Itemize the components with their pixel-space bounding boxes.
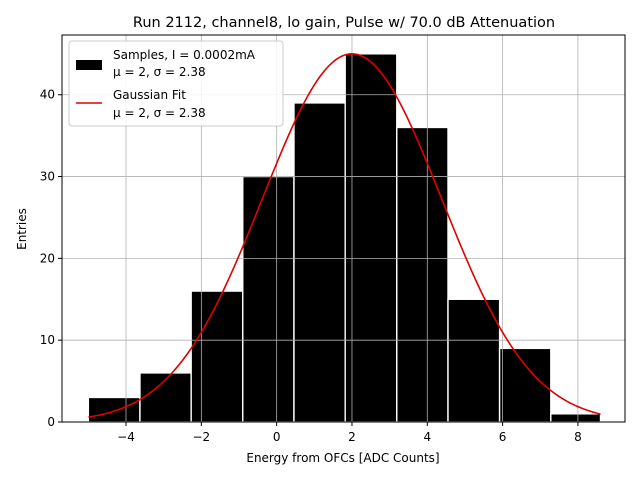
histogram-bar: [396, 126, 449, 423]
x-tick-label: 8: [574, 430, 582, 444]
x-tick-label: 6: [499, 430, 507, 444]
gaussian-fit-curve: [88, 53, 601, 418]
x-tick-label: 2: [348, 430, 356, 444]
legend: Samples, I = 0.0002mA μ = 2, σ = 2.38 Ga…: [68, 40, 284, 127]
y-axis-label: Entries: [15, 208, 29, 250]
legend-frame: [68, 40, 284, 127]
y-tick-label: 20: [40, 251, 55, 265]
x-axis-label: Energy from OFCs [ADC Counts]: [246, 451, 439, 465]
legend-samples-label: Samples, I = 0.0002mA: [113, 48, 256, 62]
histogram-bar: [139, 372, 192, 423]
chart-title: Run 2112, channel8, lo gain, Pulse w/ 70…: [133, 15, 555, 31]
histogram-bar: [190, 290, 244, 423]
y-tick-label: 30: [40, 170, 55, 184]
histogram-bar: [293, 102, 346, 423]
legend-fit-label: Gaussian Fit: [113, 88, 186, 102]
y-tick-label: 40: [40, 88, 55, 102]
histogram-bar: [550, 413, 602, 423]
x-tick-label: −4: [117, 430, 135, 444]
histogram-bar: [87, 396, 141, 423]
plot-frame: [61, 34, 626, 423]
y-tick-label: 0: [47, 415, 55, 429]
x-tick-label: 0: [273, 430, 281, 444]
y-tick-label: 10: [40, 333, 55, 347]
x-tick-label: 4: [423, 430, 431, 444]
legend-samples-patch: [76, 60, 102, 70]
x-tick-label: −2: [192, 430, 210, 444]
legend-fit-stats: μ = 2, σ = 2.38: [113, 106, 206, 120]
y-axis-ticks: 0 10 20 30 40: [40, 88, 62, 429]
legend-samples-stats: μ = 2, σ = 2.38: [113, 65, 206, 79]
histogram-bar: [242, 175, 295, 423]
histogram-bar: [344, 53, 398, 423]
x-axis-ticks: −4 −2 0 2 4 6 8: [117, 422, 582, 444]
histogram-bar: [447, 298, 501, 423]
